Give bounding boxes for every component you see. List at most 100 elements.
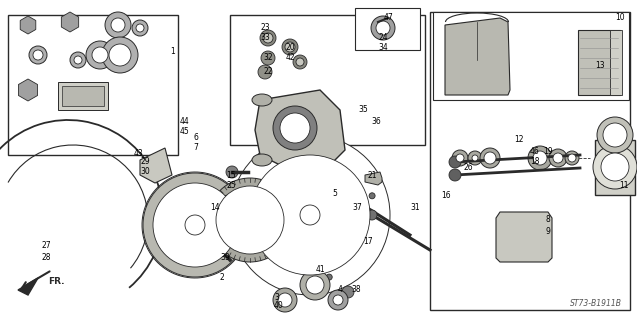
Text: 31: 31 xyxy=(410,204,420,212)
Circle shape xyxy=(342,286,354,298)
Text: 32: 32 xyxy=(263,53,273,62)
Circle shape xyxy=(597,117,633,153)
Circle shape xyxy=(200,251,210,260)
Circle shape xyxy=(326,274,333,280)
Circle shape xyxy=(452,150,468,166)
Ellipse shape xyxy=(252,154,272,166)
Circle shape xyxy=(565,151,579,165)
Circle shape xyxy=(293,55,307,69)
Circle shape xyxy=(136,24,144,32)
Circle shape xyxy=(132,20,148,36)
Text: 15: 15 xyxy=(226,171,236,180)
Text: 6: 6 xyxy=(194,132,199,141)
Circle shape xyxy=(549,149,567,167)
Circle shape xyxy=(603,123,627,147)
Circle shape xyxy=(164,239,174,249)
Circle shape xyxy=(261,51,275,65)
Text: 34: 34 xyxy=(378,44,388,52)
Text: 30: 30 xyxy=(140,166,150,175)
Text: 2: 2 xyxy=(220,274,224,283)
Text: 40: 40 xyxy=(273,300,283,309)
Circle shape xyxy=(230,135,390,295)
Circle shape xyxy=(273,288,297,312)
Text: 22: 22 xyxy=(263,68,273,76)
Text: 5: 5 xyxy=(333,188,338,197)
Circle shape xyxy=(369,193,375,199)
Text: 39: 39 xyxy=(220,253,230,262)
Circle shape xyxy=(472,155,478,161)
Circle shape xyxy=(449,156,461,168)
Text: 25: 25 xyxy=(226,180,236,189)
Circle shape xyxy=(109,44,131,66)
Text: 20: 20 xyxy=(285,43,295,52)
Circle shape xyxy=(102,37,138,73)
Circle shape xyxy=(226,166,238,178)
Bar xyxy=(8,15,178,155)
Text: 7: 7 xyxy=(194,142,199,151)
Circle shape xyxy=(86,41,114,69)
Circle shape xyxy=(300,205,320,225)
Text: 26: 26 xyxy=(463,164,473,172)
Text: 45: 45 xyxy=(180,127,190,137)
Text: ST73-B1911B: ST73-B1911B xyxy=(570,299,622,308)
Text: 46: 46 xyxy=(530,148,540,156)
Text: 9: 9 xyxy=(545,227,550,236)
Text: 23: 23 xyxy=(260,23,270,33)
Text: 24: 24 xyxy=(378,34,388,43)
Circle shape xyxy=(105,12,131,38)
Circle shape xyxy=(553,153,563,163)
Circle shape xyxy=(480,148,500,168)
Circle shape xyxy=(306,276,324,294)
Text: FR.: FR. xyxy=(48,277,64,286)
Circle shape xyxy=(347,210,357,220)
Text: 44: 44 xyxy=(180,117,190,126)
Circle shape xyxy=(593,145,637,189)
Text: 14: 14 xyxy=(210,204,220,212)
Polygon shape xyxy=(365,172,382,185)
Text: 35: 35 xyxy=(358,106,368,115)
Circle shape xyxy=(318,170,328,180)
Circle shape xyxy=(367,210,377,220)
Circle shape xyxy=(528,146,552,170)
Polygon shape xyxy=(61,12,78,32)
Circle shape xyxy=(260,30,276,46)
Text: 10: 10 xyxy=(615,13,625,22)
Circle shape xyxy=(290,195,330,235)
Circle shape xyxy=(143,173,247,277)
Circle shape xyxy=(216,186,284,254)
Circle shape xyxy=(568,154,576,162)
Circle shape xyxy=(208,178,292,262)
Text: 13: 13 xyxy=(595,60,605,69)
Bar xyxy=(430,12,630,310)
Text: 4: 4 xyxy=(338,285,343,294)
Text: 8: 8 xyxy=(546,215,550,225)
Circle shape xyxy=(282,39,298,55)
Polygon shape xyxy=(578,30,620,95)
Circle shape xyxy=(371,16,395,40)
Polygon shape xyxy=(20,16,36,34)
Text: 47: 47 xyxy=(383,13,393,22)
Text: 28: 28 xyxy=(41,252,51,261)
Text: 17: 17 xyxy=(363,237,373,246)
Text: 36: 36 xyxy=(371,117,381,126)
Text: 1: 1 xyxy=(171,47,175,57)
Bar xyxy=(610,30,622,95)
Bar xyxy=(58,82,108,110)
Text: 11: 11 xyxy=(619,180,629,189)
Circle shape xyxy=(350,195,360,205)
Circle shape xyxy=(318,250,328,260)
Circle shape xyxy=(300,270,330,300)
Polygon shape xyxy=(255,90,345,170)
Circle shape xyxy=(70,52,86,68)
Circle shape xyxy=(250,155,370,275)
Polygon shape xyxy=(496,212,552,262)
Text: 29: 29 xyxy=(140,156,150,165)
Text: 33: 33 xyxy=(260,34,270,43)
Circle shape xyxy=(533,151,547,165)
Circle shape xyxy=(245,231,251,237)
Circle shape xyxy=(74,56,82,64)
Circle shape xyxy=(484,152,496,164)
Circle shape xyxy=(111,18,125,32)
Ellipse shape xyxy=(252,94,272,106)
Circle shape xyxy=(185,215,205,235)
